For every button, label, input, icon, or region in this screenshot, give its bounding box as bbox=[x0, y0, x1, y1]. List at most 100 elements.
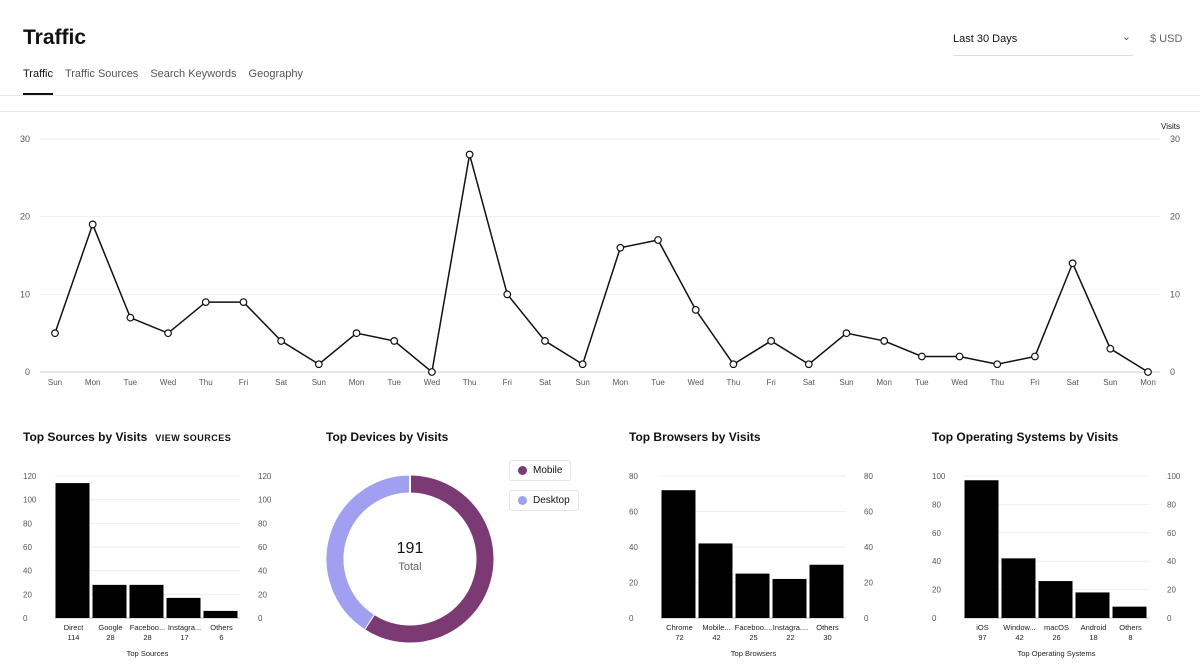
x-tick-label: Fri bbox=[503, 378, 513, 387]
y-tick-label-right: 20 bbox=[864, 579, 873, 588]
x-tick-label: Window... bbox=[1003, 623, 1036, 632]
tab-geography[interactable]: Geography bbox=[248, 68, 303, 80]
bar bbox=[698, 543, 733, 618]
x-tick-label: Mon bbox=[1140, 378, 1156, 387]
data-point bbox=[126, 313, 135, 322]
bar bbox=[129, 584, 164, 618]
y-tick-label: 100 bbox=[23, 496, 37, 505]
bar bbox=[92, 584, 127, 618]
bar bbox=[1001, 558, 1036, 618]
x-tick-label: Others bbox=[816, 623, 839, 632]
date-range-select[interactable]: Last 30 Days ⌄ bbox=[953, 28, 1133, 56]
y-tick-label-right: 60 bbox=[258, 543, 267, 552]
y-tick-label-right: 20 bbox=[1170, 212, 1180, 222]
page-title: Traffic bbox=[23, 26, 87, 49]
y-tick-label-right: 80 bbox=[258, 519, 267, 528]
bar-value-label: 42 bbox=[712, 633, 720, 642]
data-point bbox=[654, 236, 662, 244]
x-tick-label: Sat bbox=[275, 378, 288, 387]
bar bbox=[1075, 592, 1110, 618]
y-tick-label-right: 0 bbox=[1170, 367, 1175, 377]
y-tick-label-right: 60 bbox=[864, 508, 873, 517]
bar-value-label: 26 bbox=[1052, 633, 1060, 642]
x-tick-label: Tue bbox=[651, 378, 665, 387]
tab-traffic-sources[interactable]: Traffic Sources bbox=[64, 68, 139, 80]
x-tick-label: Thu bbox=[199, 378, 213, 387]
y-tick-label-right: 0 bbox=[258, 614, 263, 623]
data-point bbox=[1106, 344, 1115, 353]
data-point bbox=[880, 337, 889, 345]
y-tick-label: 20 bbox=[629, 579, 638, 588]
x-tick-label: Tue bbox=[124, 378, 138, 387]
bar bbox=[964, 480, 999, 618]
y-tick-label-right: 0 bbox=[864, 614, 869, 623]
data-point bbox=[767, 337, 776, 345]
y-tick-label: 20 bbox=[20, 212, 30, 222]
bar-value-label: 8 bbox=[1128, 633, 1132, 642]
data-point bbox=[277, 337, 286, 345]
y-tick-label-right: 40 bbox=[258, 567, 267, 576]
x-tick-label: Sun bbox=[1103, 378, 1117, 387]
x-tick-label: Mon bbox=[85, 378, 101, 387]
donut-slice-desktop bbox=[326, 475, 411, 630]
y-tick-label: 0 bbox=[23, 614, 28, 623]
x-tick-label: Sun bbox=[312, 378, 326, 387]
tab-search-keywords[interactable]: Search Keywords bbox=[150, 68, 237, 80]
bar bbox=[166, 597, 201, 618]
x-tick-label: Sat bbox=[539, 378, 552, 387]
x-tick-label: Sat bbox=[1067, 378, 1080, 387]
x-tick-label: Mobile... bbox=[702, 623, 730, 632]
data-point bbox=[390, 337, 399, 345]
donut-slice-mobile bbox=[364, 475, 494, 643]
data-point bbox=[1144, 368, 1152, 376]
y-tick-label-right: 10 bbox=[1170, 289, 1180, 299]
x-tick-label: Mon bbox=[349, 378, 365, 387]
data-point bbox=[51, 329, 59, 338]
y-tick-label: 80 bbox=[629, 472, 638, 481]
view-sources-link[interactable]: VIEW SOURCES bbox=[155, 433, 232, 443]
y-tick-label: 0 bbox=[25, 367, 30, 377]
y-tick-label-right: 100 bbox=[1167, 472, 1181, 481]
data-point bbox=[1031, 352, 1039, 361]
x-tick-label: Sun bbox=[576, 378, 590, 387]
bar-value-label: 6 bbox=[219, 633, 223, 642]
y-tick-label: 80 bbox=[23, 519, 32, 528]
y-tick-label: 60 bbox=[23, 543, 32, 552]
legend-label: Desktop bbox=[533, 495, 570, 506]
y-tick-label-right: 80 bbox=[864, 472, 873, 481]
data-point bbox=[201, 298, 210, 307]
y-tick-label: 100 bbox=[932, 472, 946, 481]
bar-value-label: 28 bbox=[143, 633, 151, 642]
x-tick-label: Wed bbox=[688, 378, 704, 387]
y-tick-label-right: 80 bbox=[1167, 500, 1176, 509]
x-tick-label: Thu bbox=[463, 378, 477, 387]
devices-title: Top Devices by Visits bbox=[326, 430, 449, 444]
visits-line-chart: 0 0 10 10 20 20 30 30 Visits Sun Mon Tue Wed Thu Fri Sa… bbox=[20, 122, 1180, 387]
x-tick-label: Direct bbox=[64, 623, 85, 632]
x-tick-label: Sun bbox=[839, 378, 853, 387]
bar bbox=[772, 578, 807, 618]
y-tick-label: 20 bbox=[932, 586, 941, 595]
currency-label: $ USD bbox=[1150, 33, 1183, 45]
data-point bbox=[955, 352, 964, 361]
y-tick-label: 10 bbox=[20, 289, 30, 299]
x-tick-label: Instagra.... bbox=[773, 623, 808, 632]
legend-desktop[interactable]: Desktop bbox=[509, 490, 579, 511]
data-point bbox=[993, 360, 1002, 369]
data-point bbox=[541, 337, 549, 345]
bar-value-label: 72 bbox=[675, 633, 683, 642]
y-tick-label: 40 bbox=[23, 567, 32, 576]
legend-mobile[interactable]: Mobile bbox=[509, 460, 572, 481]
chevron-down-icon: ⌄ bbox=[1121, 31, 1131, 43]
tab-traffic[interactable]: Traffic bbox=[23, 68, 53, 95]
data-point bbox=[804, 360, 813, 369]
x-tick-label: Tue bbox=[915, 378, 929, 387]
data-point bbox=[691, 305, 700, 314]
browsers-title: Top Browsers by Visits bbox=[629, 430, 761, 444]
total-label: Total bbox=[398, 561, 422, 573]
y-tick-label: 20 bbox=[23, 590, 32, 599]
x-tick-label: Sun bbox=[48, 378, 62, 387]
x-tick-label: Wed bbox=[160, 378, 176, 387]
